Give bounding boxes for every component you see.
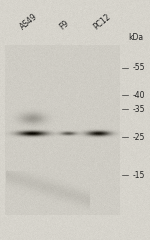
Text: kDa: kDa xyxy=(128,34,143,42)
Text: -40: -40 xyxy=(133,90,146,100)
Text: -35: -35 xyxy=(133,104,146,114)
Text: -25: -25 xyxy=(133,132,145,142)
Text: AS49: AS49 xyxy=(18,12,39,32)
Text: -15: -15 xyxy=(133,170,145,180)
Text: -55: -55 xyxy=(133,64,146,72)
Text: F9: F9 xyxy=(58,19,71,32)
Text: PC12: PC12 xyxy=(92,13,113,32)
